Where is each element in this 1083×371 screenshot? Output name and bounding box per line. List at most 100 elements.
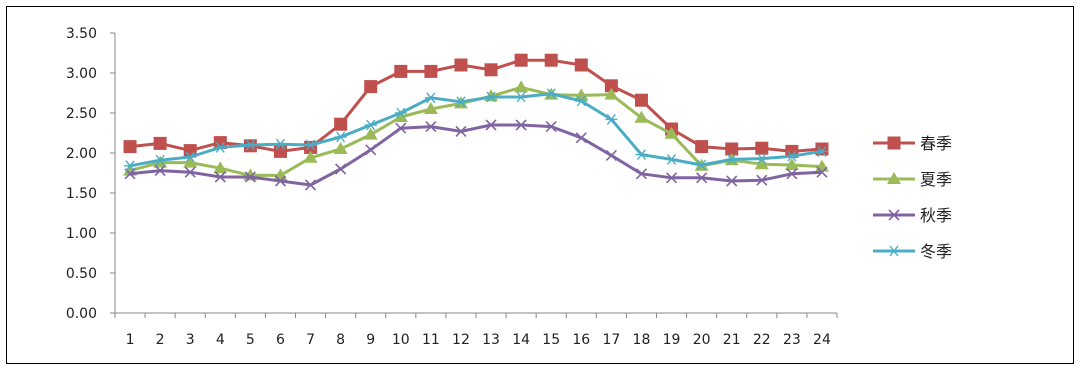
data-point — [605, 149, 617, 161]
data-point — [514, 53, 528, 67]
data-point — [333, 142, 348, 154]
data-point — [244, 139, 257, 151]
data-point — [665, 172, 678, 184]
data-point — [395, 122, 407, 134]
series-line — [129, 92, 823, 168]
data-point — [364, 119, 377, 131]
data-point — [815, 145, 828, 157]
data-point — [424, 64, 438, 78]
data-point — [364, 80, 378, 94]
data-point — [695, 140, 709, 154]
data-point — [485, 119, 497, 131]
x-tick-label: 24 — [813, 332, 831, 348]
data-point — [454, 96, 467, 108]
data-point — [335, 163, 347, 175]
data-point — [755, 141, 769, 155]
data-point — [184, 151, 197, 163]
x-tick-label: 1 — [126, 332, 135, 348]
x-tick-label: 4 — [216, 332, 225, 348]
data-point — [123, 140, 137, 154]
x-tick-label: 14 — [512, 332, 530, 348]
y-tick-label: 2.50 — [66, 106, 97, 122]
data-point — [635, 168, 648, 180]
data-point — [304, 179, 317, 191]
x-tick-label: 20 — [693, 332, 711, 348]
legend-label: 秋季 — [920, 206, 952, 225]
y-tick-label: 0.50 — [66, 266, 97, 282]
x-tick-label: 6 — [276, 332, 285, 348]
data-point — [274, 138, 287, 150]
data-point — [154, 165, 166, 177]
data-point — [604, 87, 619, 100]
x-tick-label: 18 — [633, 332, 651, 348]
legend-marker — [887, 172, 901, 184]
y-tick-label: 2.00 — [66, 146, 97, 162]
data-point — [664, 126, 679, 139]
data-point — [754, 157, 769, 170]
data-point — [454, 58, 468, 72]
data-point — [214, 141, 227, 153]
legend-label: 春季 — [920, 134, 952, 153]
legend-item: 夏季 — [873, 170, 952, 189]
y-tick-label: 1.00 — [66, 226, 97, 242]
y-tick-label: 1.50 — [66, 186, 97, 202]
x-tick-label: 17 — [602, 332, 620, 348]
data-point — [424, 92, 437, 104]
data-point — [334, 117, 348, 131]
data-point — [244, 171, 256, 183]
series-layer — [123, 53, 829, 191]
y-tick-label: 3.00 — [66, 66, 97, 82]
data-point — [575, 132, 587, 144]
data-point — [514, 80, 529, 93]
x-tick-label: 19 — [663, 332, 681, 348]
x-tick-label: 12 — [452, 332, 470, 348]
data-point — [635, 149, 648, 161]
legend-marker — [888, 245, 900, 257]
data-point — [605, 113, 618, 125]
legend-marker — [888, 209, 900, 221]
y-tick-label: 3.50 — [66, 26, 97, 42]
data-point — [726, 175, 738, 187]
x-tick-label: 9 — [366, 332, 375, 348]
data-point — [184, 166, 196, 178]
data-point — [816, 166, 828, 178]
data-point — [665, 153, 678, 165]
data-point — [273, 144, 287, 158]
y-tick-label: 0.00 — [66, 306, 97, 322]
data-point — [725, 153, 738, 165]
data-point — [784, 158, 799, 170]
data-point — [334, 131, 347, 143]
data-point — [303, 150, 318, 163]
data-point — [394, 64, 408, 78]
x-tick-label: 13 — [482, 332, 500, 348]
data-point — [515, 119, 527, 131]
x-tick-label: 8 — [336, 332, 345, 348]
data-point — [485, 91, 498, 103]
x-tick-label: 16 — [572, 332, 590, 348]
data-point — [696, 172, 708, 184]
data-point — [634, 110, 649, 123]
x-tick-label: 11 — [422, 332, 440, 348]
data-point — [634, 93, 648, 107]
data-point — [574, 58, 588, 72]
x-tick-label: 3 — [186, 332, 195, 348]
data-point — [365, 144, 377, 156]
legend-item: 冬季 — [873, 242, 952, 261]
data-point — [455, 125, 467, 137]
x-tick-label: 21 — [723, 332, 741, 348]
x-tick-label: 22 — [753, 332, 771, 348]
data-point — [213, 161, 228, 174]
series-line — [129, 123, 823, 187]
chart-frame — [6, 6, 1074, 364]
data-point — [154, 154, 167, 166]
legend-item: 秋季 — [873, 206, 952, 225]
series-3 — [124, 119, 828, 191]
data-point — [304, 139, 317, 151]
data-point — [695, 159, 708, 171]
data-point — [755, 153, 768, 165]
x-tick-label: 5 — [246, 332, 255, 348]
data-point — [515, 91, 528, 103]
series-4 — [124, 88, 828, 172]
data-point — [153, 136, 167, 150]
